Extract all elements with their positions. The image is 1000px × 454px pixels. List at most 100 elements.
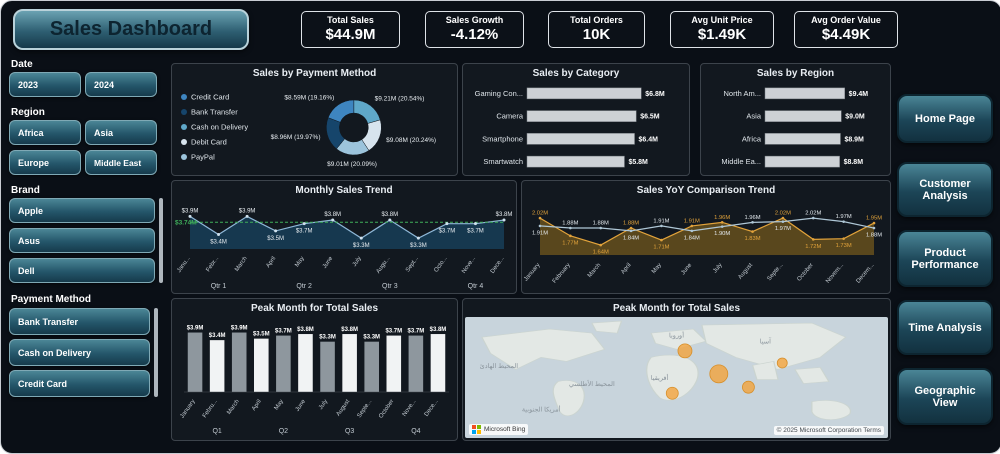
svg-text:January: January (524, 262, 542, 282)
filter-brand-asus[interactable]: Asus (9, 228, 155, 253)
svg-text:$9.21M (20.54%): $9.21M (20.54%) (375, 95, 425, 102)
kpi-avg-order-value: Avg Order Value $4.49K (794, 11, 898, 48)
svg-text:August: August (737, 262, 754, 280)
svg-text:$9.01M (20.09%): $9.01M (20.09%) (327, 161, 377, 168)
svg-text:Middle Ea...: Middle Ea... (721, 157, 761, 166)
svg-text:Dece...: Dece... (424, 398, 440, 417)
svg-text:February: February (552, 262, 572, 284)
kpi-value: $1.49K (697, 26, 747, 43)
card-sales-by-region: Sales by Region North Am... $9.4M Asia $9.0… (700, 63, 891, 176)
svg-text:$3.9M: $3.9M (231, 326, 248, 332)
nav-geographic-view[interactable]: Geographic View (897, 368, 993, 425)
kpi-value: -4.12% (450, 26, 499, 43)
nav-product-performance[interactable]: Product Performance (897, 230, 993, 287)
svg-text:Qtr 1: Qtr 1 (211, 283, 227, 290)
svg-text:$3.7M: $3.7M (275, 329, 292, 335)
region-bar-chart[interactable]: North Am... $9.4M Asia $9.0M Africa $8.9M Midd… (703, 82, 888, 173)
kpi-label: Sales Growth (445, 15, 504, 25)
kpi-label: Avg Unit Price (691, 15, 753, 25)
svg-text:$3.8M: $3.8M (430, 327, 447, 333)
filter-brand-apple[interactable]: Apple (9, 198, 155, 223)
svg-text:March: March (587, 262, 602, 279)
svg-text:July: July (712, 262, 723, 274)
svg-text:$3.7M: $3.7M (467, 229, 484, 235)
svg-text:1.95M: 1.95M (866, 216, 882, 222)
svg-text:$3.4M: $3.4M (210, 240, 227, 246)
svg-text:Debit Card: Debit Card (191, 138, 227, 147)
svg-text:$6.5M: $6.5M (640, 114, 660, 121)
filter-date-2023[interactable]: 2023 (9, 72, 81, 97)
svg-text:$5.8M: $5.8M (628, 159, 648, 166)
svg-text:Gaming Con...: Gaming Con... (475, 89, 523, 98)
filter-region-asia[interactable]: Asia (85, 120, 157, 145)
svg-text:Decem...: Decem... (855, 262, 875, 285)
filter-brand-label: Brand (11, 185, 40, 196)
nav-time-analysis[interactable]: Time Analysis (897, 300, 993, 355)
filter-region-middle-east[interactable]: Middle East (85, 150, 157, 175)
svg-text:March: March (234, 256, 248, 273)
payment-method-donut-chart[interactable]: Credit Card Bank Transfer Cash on Delivery… (174, 82, 455, 173)
svg-text:$3.8M: $3.8M (341, 327, 358, 333)
card-sales-by-category: Sales by Category Gaming Con... $6.8M Came… (462, 63, 690, 176)
card-monthly-sales-trend: Monthly Sales Trend $3.74M $3.9M $3.4M $3.9… (171, 180, 517, 294)
nav-home-page[interactable]: Home Page (897, 94, 993, 143)
svg-text:$8.59M (19.16%): $8.59M (19.16%) (284, 94, 334, 101)
filter-payment-cash-on-delivery[interactable]: Cash on Delivery (9, 339, 150, 366)
sales-world-map[interactable]: آسيا أوروبا أفريقيا المحيط الهادئ المحيط الأ… (465, 317, 888, 438)
svg-text:$3.9M: $3.9M (187, 326, 204, 332)
filter-region-europe[interactable]: Europe (9, 150, 81, 175)
svg-text:May: May (651, 262, 663, 275)
svg-text:1.71M: 1.71M (653, 245, 669, 251)
svg-text:$8.96M (19.97%): $8.96M (19.97%) (271, 134, 321, 141)
svg-text:1.97M: 1.97M (775, 226, 791, 232)
svg-text:1.96M: 1.96M (744, 215, 760, 221)
svg-text:$3.8M: $3.8M (496, 212, 513, 218)
map-attribution-text: Microsoft Bing (484, 426, 526, 433)
svg-text:$3.8M: $3.8M (297, 327, 314, 333)
svg-text:Africa: Africa (742, 134, 762, 143)
svg-text:1.73M: 1.73M (836, 243, 852, 249)
filter-payment-label: Payment Method (11, 294, 92, 305)
chart-title: Sales by Category (532, 68, 620, 79)
monthly-trend-area-chart[interactable]: $3.74M $3.9M $3.4M $3.9M $3.5M $3.7M $3.8M $3.3… (174, 199, 514, 291)
svg-text:March: March (226, 399, 240, 416)
svg-text:$3.5M: $3.5M (253, 332, 270, 338)
filter-payment-bank-transfer[interactable]: Bank Transfer (9, 308, 150, 335)
svg-text:Qtr 2: Qtr 2 (296, 283, 312, 290)
svg-text:أمريكا الجنوبية: أمريكا الجنوبية (522, 403, 561, 413)
svg-text:January: January (180, 399, 197, 420)
card-yoy-comparison-trend: Sales YoY Comparison Trend 2.02M 1.91M 1.7… (521, 180, 891, 294)
nav-customer-analysis[interactable]: Customer Analysis (897, 162, 993, 217)
map-copyright[interactable]: © 2025 Microsoft Corporation Terms (773, 426, 884, 435)
svg-text:$9.4M: $9.4M (849, 91, 869, 98)
svg-text:Janu...: Janu... (176, 255, 191, 273)
svg-text:August: August (336, 398, 352, 417)
filter-date-2024[interactable]: 2024 (85, 72, 157, 97)
svg-text:Camera: Camera (496, 112, 524, 121)
category-bar-chart[interactable]: Gaming Con... $6.8M Camera $6.5M Smartphone $… (465, 82, 687, 173)
payment-list-scrollbar[interactable] (154, 308, 158, 397)
map-attribution: Microsoft Bing (469, 424, 529, 435)
svg-text:$9.08M (20.24%): $9.08M (20.24%) (386, 137, 436, 144)
filter-payment-credit-card[interactable]: Credit Card (9, 370, 150, 397)
svg-text:Qtr 3: Qtr 3 (382, 283, 398, 290)
svg-text:May: May (274, 399, 285, 412)
svg-text:1.88M: 1.88M (623, 221, 639, 227)
filter-brand-dell[interactable]: Dell (9, 258, 155, 283)
yoy-line-chart[interactable]: 2.02M 1.91M 1.77M 1.88M 1.64M 1.88M 1.88M 1.84M… (523, 199, 888, 291)
svg-text:$3.3M: $3.3M (319, 335, 336, 341)
svg-text:Augu...: Augu... (376, 255, 392, 274)
svg-text:April: April (265, 256, 277, 269)
svg-text:1.90M: 1.90M (714, 231, 730, 237)
peak-month-column-chart[interactable]: $3.9M January $3.4M Febru... $3.9M March $3.5M… (174, 317, 455, 438)
svg-text:June: June (680, 262, 693, 276)
svg-text:$6.8M: $6.8M (645, 91, 665, 98)
filter-region-africa[interactable]: Africa (9, 120, 81, 145)
svg-text:Q4: Q4 (411, 428, 420, 435)
kpi-label: Avg Order Value (811, 15, 881, 25)
svg-text:Smartwatch: Smartwatch (483, 157, 523, 166)
brand-list-scrollbar[interactable] (159, 198, 163, 283)
svg-text:Novem...: Novem... (825, 262, 845, 285)
chart-title: Sales YoY Comparison Trend (636, 185, 776, 196)
